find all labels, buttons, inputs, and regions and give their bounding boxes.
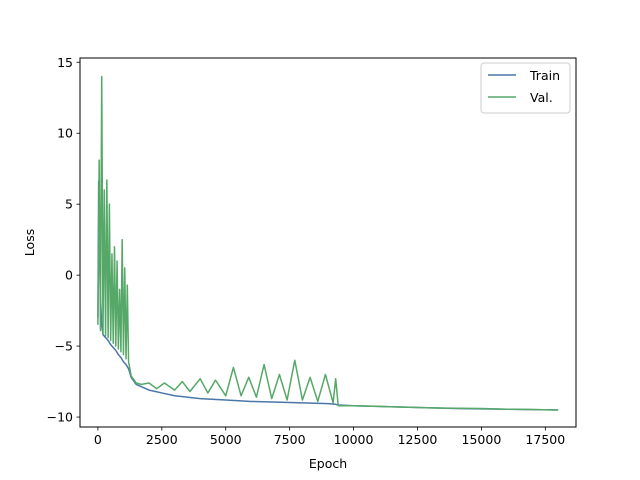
y-tick-label: −10 xyxy=(47,410,73,425)
x-tick-label: 10000 xyxy=(334,432,374,447)
x-tick-label: 15000 xyxy=(462,432,502,447)
plot-background xyxy=(80,58,576,427)
y-tick-label: 0 xyxy=(65,268,73,283)
x-tick-label: 5000 xyxy=(210,432,242,447)
x-axis-label: Epoch xyxy=(309,456,347,471)
legend-label-val: Val. xyxy=(530,90,553,105)
series-line-train xyxy=(97,180,559,411)
x-tick-label: 0 xyxy=(94,432,102,447)
x-tick-label: 17500 xyxy=(525,432,565,447)
legend-label-train: Train xyxy=(529,68,560,83)
x-tick-label: 7500 xyxy=(274,432,306,447)
y-axis-label: Loss xyxy=(22,229,37,256)
y-tick-label: −5 xyxy=(55,339,73,354)
legend: Train Val. xyxy=(480,62,571,114)
x-tick-label: 2500 xyxy=(146,432,178,447)
plot-frame xyxy=(79,57,577,428)
y-tick-label: 15 xyxy=(57,55,73,70)
series-line-val xyxy=(97,75,559,411)
y-tick-label: 10 xyxy=(57,126,73,141)
x-tick-label: 12500 xyxy=(398,432,438,447)
y-tick-label: 5 xyxy=(65,197,73,212)
